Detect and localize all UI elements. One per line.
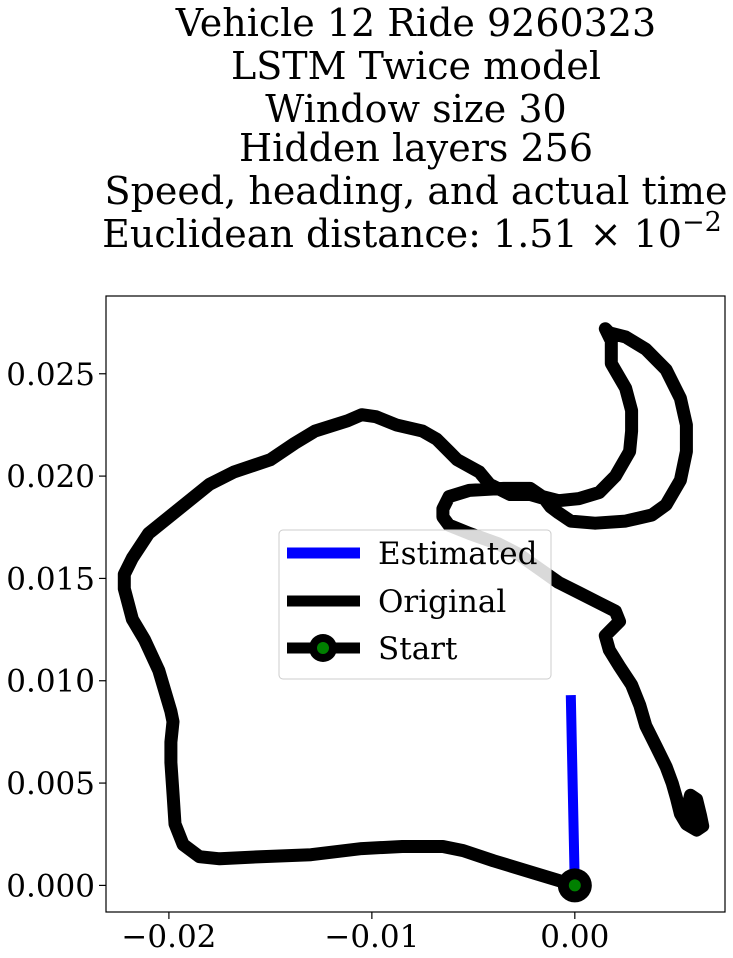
title-line-6: Euclidean distance: 1.51 × 10−2 bbox=[102, 207, 722, 256]
y-tick-label: 0.005 bbox=[6, 766, 95, 802]
y-tick-label: 0.015 bbox=[6, 561, 95, 597]
legend: Estimated Original Start bbox=[278, 529, 552, 680]
legend-label-original: Original bbox=[378, 584, 506, 620]
y-tick-label: 0.010 bbox=[6, 664, 95, 700]
legend-box bbox=[278, 529, 552, 680]
legend-label-start: Start bbox=[378, 631, 458, 667]
title-line-1: Vehicle 12 Ride 9260323 bbox=[175, 1, 656, 45]
series-line-original bbox=[117, 322, 710, 892]
title-line-3: Window size 30 bbox=[265, 87, 566, 131]
legend-swatch-start-dot bbox=[317, 642, 329, 654]
y-tick-label: 0.025 bbox=[6, 357, 95, 393]
legend-label-estimated: Estimated bbox=[378, 536, 537, 572]
series-layer bbox=[117, 322, 710, 903]
x-axis: −0.02 −0.01 0.00 bbox=[121, 912, 609, 955]
x-tick-label: 0.00 bbox=[540, 919, 609, 955]
y-tick-label: 0.000 bbox=[6, 868, 95, 904]
title-line-5: Speed, heading, and actual time bbox=[105, 169, 728, 213]
title-exponent: −2 bbox=[682, 207, 722, 238]
y-tick-label: 0.020 bbox=[6, 459, 95, 495]
title-line-6-text: Euclidean distance: 1.51 × 10 bbox=[102, 212, 682, 256]
series-line-estimated bbox=[565, 694, 580, 886]
x-tick-label: −0.02 bbox=[121, 919, 216, 955]
chart-title: Vehicle 12 Ride 9260323 LSTM Twice model… bbox=[102, 1, 727, 256]
plot-border bbox=[105, 295, 726, 913]
y-axis: 0.000 0.005 0.010 0.015 0.020 0.025 bbox=[6, 357, 106, 904]
x-tick-label: −0.01 bbox=[324, 919, 419, 955]
title-line-4: Hidden layers 256 bbox=[239, 126, 593, 170]
start-marker-dot bbox=[568, 879, 581, 892]
title-line-2: LSTM Twice model bbox=[231, 44, 601, 88]
